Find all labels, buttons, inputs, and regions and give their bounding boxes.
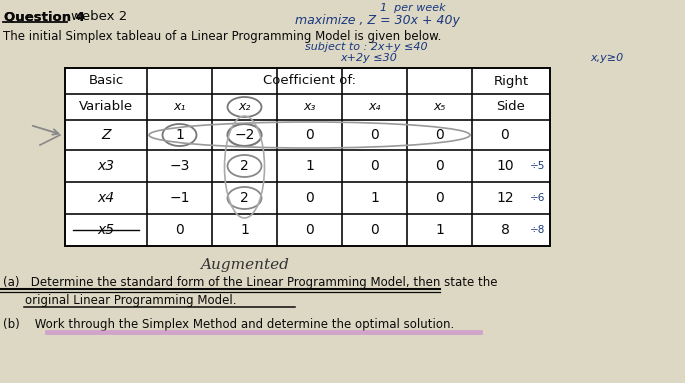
Text: Question 4: Question 4 [4,10,90,23]
Text: 12: 12 [496,191,514,205]
Text: x4: x4 [97,191,114,205]
Text: 0: 0 [370,128,379,142]
Text: Right: Right [493,75,529,87]
Text: x₁: x₁ [173,100,186,113]
Text: Question 4: Question 4 [4,10,90,23]
Text: Side: Side [497,100,525,113]
Text: x,y≥0: x,y≥0 [590,53,623,63]
Text: (b)    Work through the Simplex Method and determine the optimal solution.: (b) Work through the Simplex Method and … [3,318,454,331]
Text: 1: 1 [175,128,184,142]
Text: (a)   Determine the standard form of the Linear Programming Model, then state th: (a) Determine the standard form of the L… [3,276,497,289]
Text: 1: 1 [435,223,444,237]
Text: x₂: x₂ [238,100,251,113]
Text: Coefficient of:: Coefficient of: [263,75,356,87]
Text: x3: x3 [97,159,114,173]
Text: 0: 0 [435,159,444,173]
Text: ÷5: ÷5 [530,161,545,171]
Text: ÷6: ÷6 [530,193,545,203]
Text: 2: 2 [240,159,249,173]
Text: −1: −1 [169,191,190,205]
Text: 0: 0 [435,128,444,142]
Text: 0: 0 [501,128,510,142]
Text: 0: 0 [305,128,314,142]
Text: Variable: Variable [79,100,133,113]
Text: x5: x5 [97,223,114,237]
Text: x+2y ≤30: x+2y ≤30 [340,53,397,63]
Text: −3: −3 [169,159,190,173]
Text: Basic: Basic [88,75,123,87]
Text: x₅: x₅ [434,100,446,113]
Text: 0: 0 [175,223,184,237]
Text: ÷8: ÷8 [530,225,545,235]
Bar [65,68,550,246]
Text: 0: 0 [305,223,314,237]
Text: 0: 0 [370,159,379,173]
Text: Z: Z [101,128,111,142]
Text: maximize , Z = 30x + 40y: maximize , Z = 30x + 40y [295,14,460,27]
Text: Augmented: Augmented [200,258,289,272]
Text: original Linear Programming Model.: original Linear Programming Model. [25,294,236,307]
Text: x₄: x₄ [369,100,381,113]
Text: webex 2: webex 2 [71,10,127,23]
Text: 1: 1 [305,159,314,173]
Text: 2: 2 [240,191,249,205]
Text: 0: 0 [305,191,314,205]
Text: 0: 0 [370,223,379,237]
Text: x₃: x₃ [303,100,316,113]
Text: −2: −2 [234,128,255,142]
Text: 1: 1 [240,223,249,237]
Text: 1  per week: 1 per week [380,3,446,13]
Text: 8: 8 [501,223,510,237]
Text: 0: 0 [435,191,444,205]
Text: 1: 1 [370,191,379,205]
Text: 10: 10 [496,159,514,173]
Text: subject to : 2x+y ≤40: subject to : 2x+y ≤40 [305,42,427,52]
Text: The initial Simplex tableau of a Linear Programming Model is given below.: The initial Simplex tableau of a Linear … [3,30,441,43]
